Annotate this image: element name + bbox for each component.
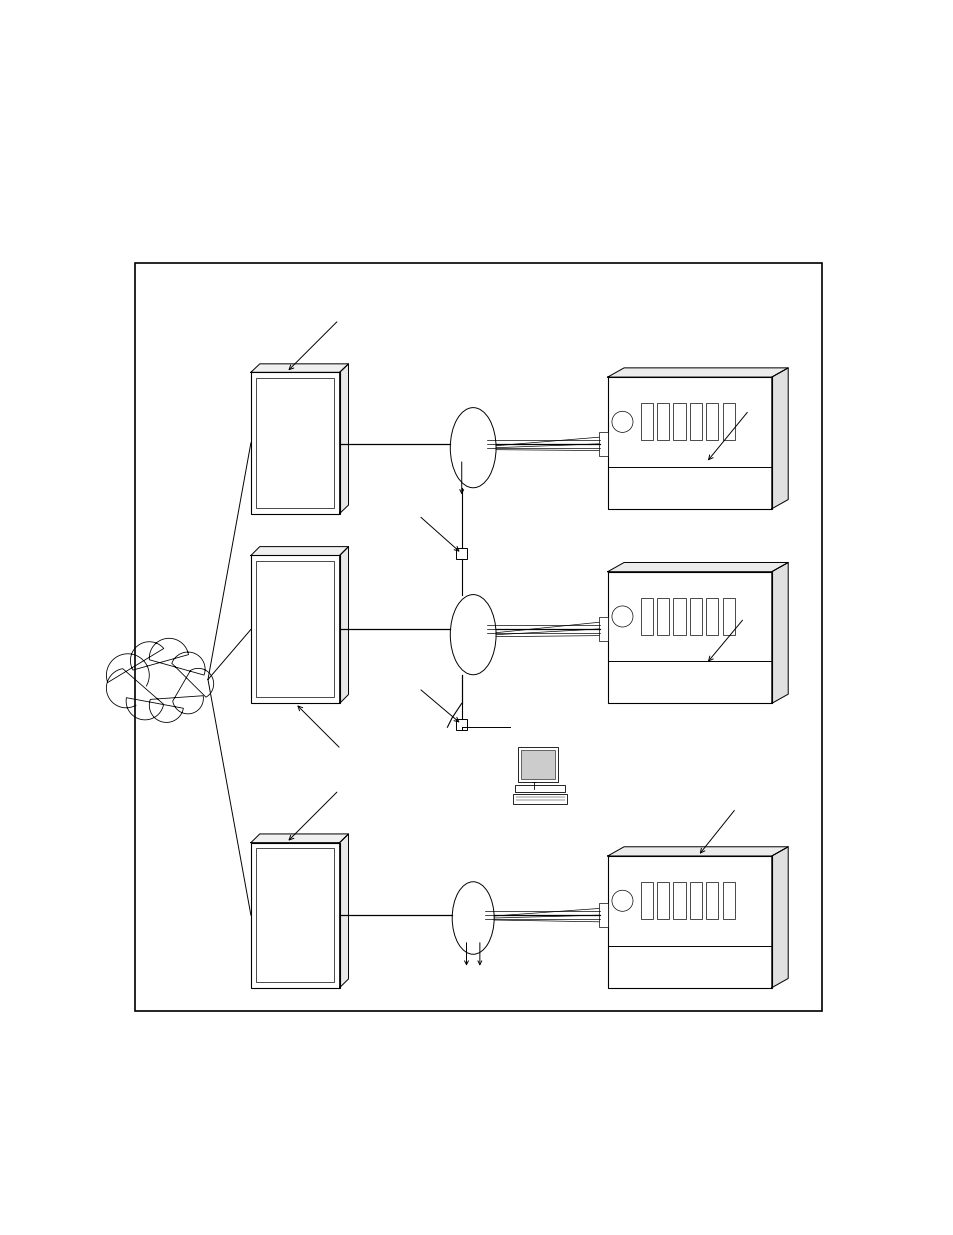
Bar	[639, 404, 652, 441]
Bar	[705, 404, 718, 441]
Bar	[689, 882, 701, 919]
Bar	[256, 378, 334, 508]
Polygon shape	[339, 834, 348, 988]
Bar	[705, 598, 718, 635]
Bar	[657, 404, 668, 441]
Bar	[598, 903, 607, 927]
Bar	[705, 882, 718, 919]
Polygon shape	[251, 547, 348, 556]
Bar	[657, 882, 668, 919]
Bar	[456, 719, 467, 730]
Bar	[689, 598, 701, 635]
Polygon shape	[771, 847, 787, 988]
Bar	[598, 432, 607, 456]
Bar	[251, 842, 339, 988]
Polygon shape	[607, 562, 787, 572]
Bar	[456, 548, 467, 558]
Bar	[673, 598, 685, 635]
Bar	[607, 856, 771, 988]
Bar	[513, 794, 567, 804]
Polygon shape	[339, 364, 348, 514]
Bar	[673, 404, 685, 441]
Bar	[639, 882, 652, 919]
Bar	[689, 404, 701, 441]
Bar	[639, 598, 652, 635]
Polygon shape	[771, 562, 787, 704]
Bar	[517, 747, 558, 782]
Polygon shape	[339, 547, 348, 704]
Bar	[515, 784, 564, 792]
Bar	[657, 598, 668, 635]
Bar	[607, 572, 771, 704]
Polygon shape	[771, 368, 787, 509]
Polygon shape	[251, 834, 348, 842]
Bar	[721, 598, 734, 635]
Bar	[598, 618, 607, 641]
Bar	[673, 882, 685, 919]
Polygon shape	[607, 368, 787, 377]
Bar	[721, 404, 734, 441]
Bar	[256, 848, 334, 982]
Bar	[721, 882, 734, 919]
Polygon shape	[251, 364, 348, 372]
Bar	[256, 562, 334, 698]
Bar	[251, 372, 339, 514]
Bar	[135, 263, 821, 1010]
Bar	[520, 750, 555, 779]
Bar	[607, 377, 771, 509]
Bar	[251, 556, 339, 704]
Polygon shape	[607, 847, 787, 856]
